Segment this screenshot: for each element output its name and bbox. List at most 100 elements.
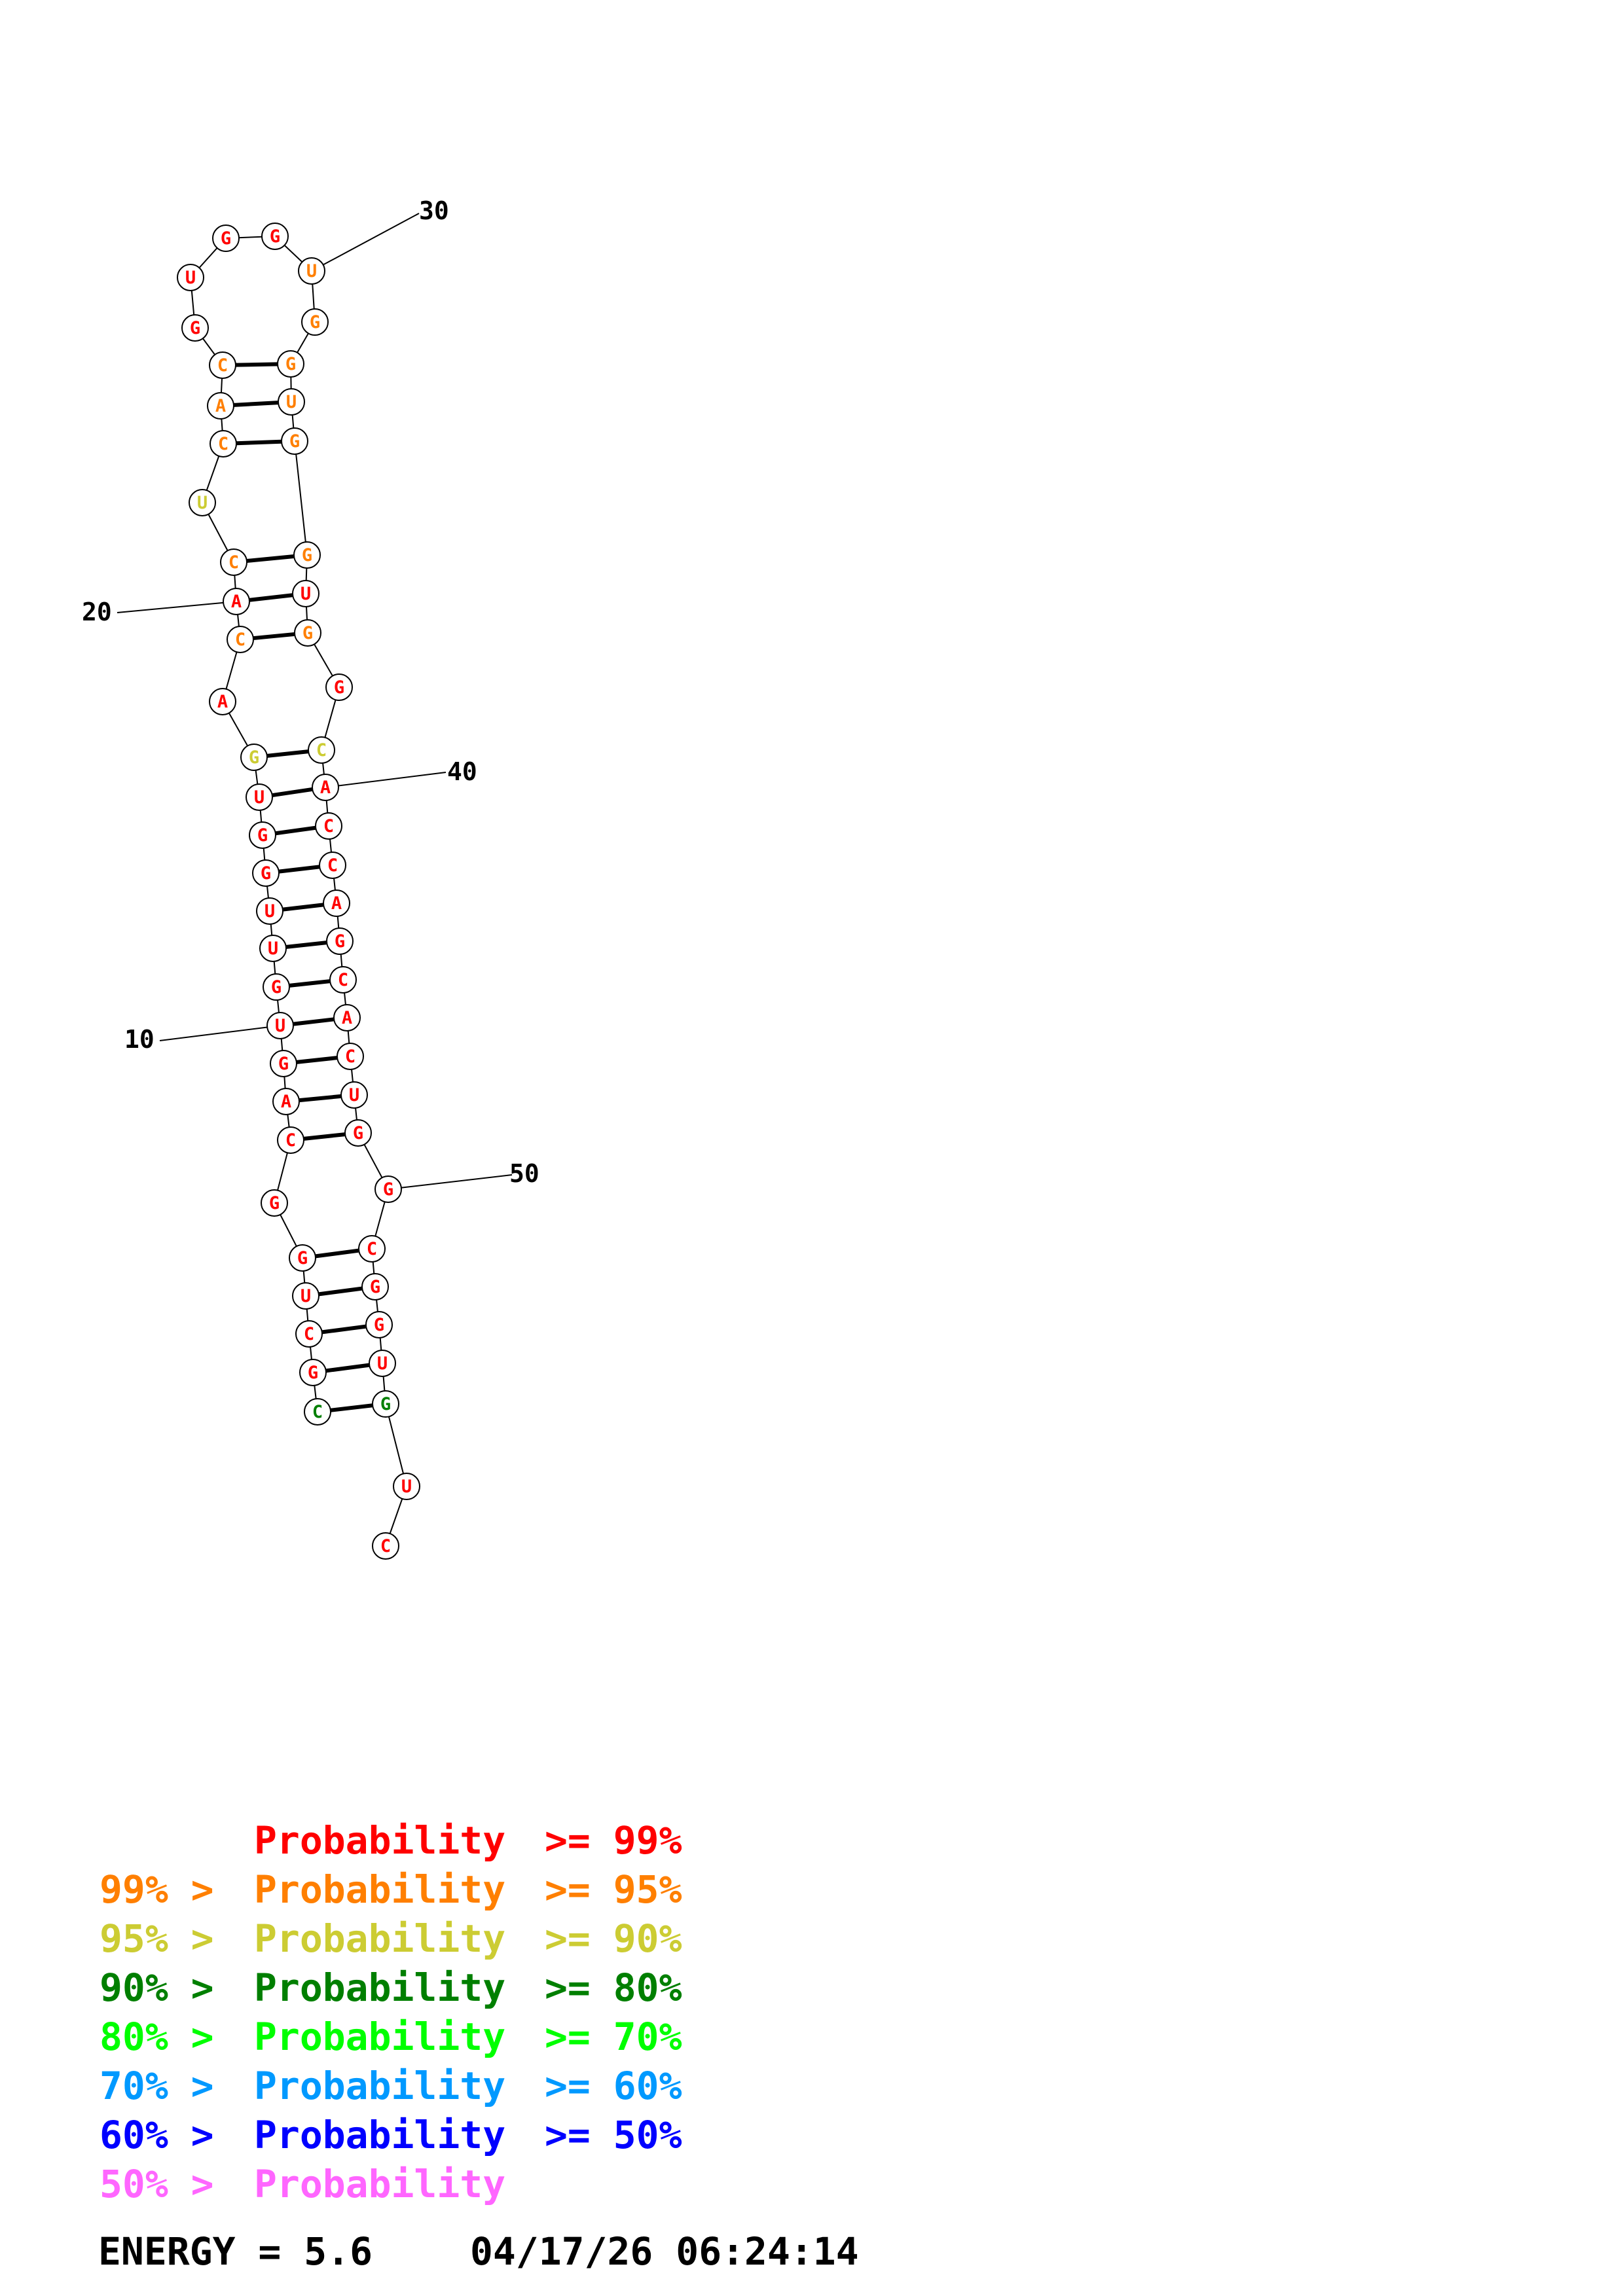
position-label: 20 xyxy=(82,598,112,626)
nucleotide: U xyxy=(340,1081,368,1109)
legend-suffix: >= 95% xyxy=(545,1867,682,1912)
backbone-link xyxy=(294,440,308,556)
position-tick xyxy=(159,1025,281,1041)
legend-line-1: Probability >= 99% xyxy=(254,1818,682,1863)
nucleotide-circle xyxy=(337,1043,364,1070)
nucleotide-circle xyxy=(278,388,305,416)
nucleotide-letter: C xyxy=(380,1536,391,1556)
nucleotide-circle xyxy=(246,783,273,811)
nucleotide: A xyxy=(272,1088,300,1115)
nucleotide-letter: C xyxy=(327,855,338,876)
nucleotide-letter: G xyxy=(249,747,259,768)
nucleotide: G xyxy=(293,541,321,569)
legend-prefix: 99% > xyxy=(100,1867,214,1912)
nucleotide-circle xyxy=(281,427,308,455)
nucleotide-letter: G xyxy=(261,863,271,884)
base-pair-bond xyxy=(275,825,316,836)
legend-label: Probability xyxy=(254,2015,505,2059)
nucleotide-circle xyxy=(293,541,321,569)
nucleotide-letter: U xyxy=(264,901,275,922)
nucleotide: A xyxy=(333,1004,361,1031)
nucleotide-letter: U xyxy=(377,1354,388,1374)
nucleotide-circle xyxy=(372,1532,399,1560)
base-pair-bond xyxy=(303,1132,346,1141)
nucleotide-circle xyxy=(220,548,247,576)
nucleotide-circle xyxy=(361,1273,389,1300)
nucleotide-letter: C xyxy=(323,816,334,836)
nucleotide-letter: A xyxy=(231,592,242,612)
base-pair-bond xyxy=(325,1363,370,1373)
legend-suffix: >= 80% xyxy=(545,1965,682,2010)
nucleotide-circle xyxy=(340,1081,368,1109)
base-pair-bond xyxy=(266,749,309,758)
base-pair-bond xyxy=(246,554,295,564)
nucleotide: G xyxy=(325,673,353,701)
base-pair-bond xyxy=(293,1017,335,1026)
legend-prefix: 90% > xyxy=(100,1965,214,2010)
legend-suffix: >= 50% xyxy=(545,2113,682,2157)
nucleotide: G xyxy=(281,427,308,455)
legend-line-5: 80% > Probability >= 70% xyxy=(100,2015,682,2059)
nucleotide-letter: G xyxy=(383,1179,393,1200)
nucleotide-letter: G xyxy=(271,977,282,997)
nucleotide-letter: A xyxy=(342,1008,352,1028)
nucleotide-letter: C xyxy=(217,355,228,376)
nucleotide: G xyxy=(365,1311,393,1338)
legend-suffix: >= 60% xyxy=(545,2064,682,2108)
base-pair-bond xyxy=(233,401,279,407)
legend-suffix: >= 90% xyxy=(545,1916,682,1961)
nucleotide-circle xyxy=(259,935,287,962)
nucleotide-letter: U xyxy=(306,261,317,281)
nucleotide-letter: A xyxy=(217,692,228,712)
nucleotide-circle xyxy=(177,264,204,291)
nucleotide-circle xyxy=(312,774,339,801)
nucleotide-circle xyxy=(294,619,321,647)
base-pair-bond xyxy=(249,593,293,602)
position-ticks: 10 20 30 40 50 xyxy=(82,196,539,1190)
nucleotide-circle xyxy=(252,859,280,887)
nucleotide: U xyxy=(292,1282,319,1310)
base-pair-bond xyxy=(253,632,295,641)
nucleotide: G xyxy=(261,1189,288,1217)
base-pair-bond xyxy=(272,787,313,798)
nucleotide-letter: U xyxy=(254,787,264,808)
base-pair-bond xyxy=(299,1094,342,1103)
nucleotide-letter: G xyxy=(302,545,312,565)
base-pair-bond xyxy=(235,362,278,367)
nucleotide-circle xyxy=(240,744,268,771)
nucleotide-letter: G xyxy=(374,1315,384,1335)
legend-line-2: 99% > Probability >= 95% xyxy=(100,1867,682,1912)
nucleotide-letter: A xyxy=(215,396,226,416)
nucleotide: G xyxy=(344,1119,372,1147)
nucleotide: C xyxy=(304,1398,331,1426)
nucleotide-letter: C xyxy=(304,1324,314,1344)
nucleotide-letter: U xyxy=(286,392,297,412)
legend-prefix: 60% > xyxy=(100,2113,214,2157)
nucleotide-letter: G xyxy=(270,226,280,247)
nucleotide-circle xyxy=(209,688,236,715)
nucleotide-letter: A xyxy=(331,893,342,914)
base-pair-bond xyxy=(315,1248,359,1259)
nucleotide-letter: C xyxy=(228,552,239,573)
nucleotide-letter: C xyxy=(312,1402,323,1422)
nucleotide: C xyxy=(337,1043,364,1070)
nucleotide-circle xyxy=(256,897,283,925)
nucleotide-circle xyxy=(325,673,353,701)
nucleotide-letter: U xyxy=(301,584,311,604)
base-pair-bond xyxy=(296,1056,338,1064)
nucleotide-circle xyxy=(393,1473,420,1500)
nucleotide-letter: G xyxy=(257,825,268,846)
legend-prefix: 70% > xyxy=(100,2064,214,2108)
nucleotide: A xyxy=(312,774,339,801)
nucleotide-letter: C xyxy=(316,740,327,761)
legend-prefix: 95% > xyxy=(100,1916,214,1961)
nucleotide: G xyxy=(372,1390,399,1418)
nucleotide-letter: G xyxy=(310,312,320,332)
position-label: 30 xyxy=(419,196,449,225)
nucleotide-circle xyxy=(298,257,325,285)
nucleotide-circle xyxy=(301,308,329,336)
nucleotide-circle xyxy=(319,852,346,879)
nucleotide-letter: G xyxy=(334,677,344,698)
base-pair-bonds xyxy=(233,362,373,1412)
